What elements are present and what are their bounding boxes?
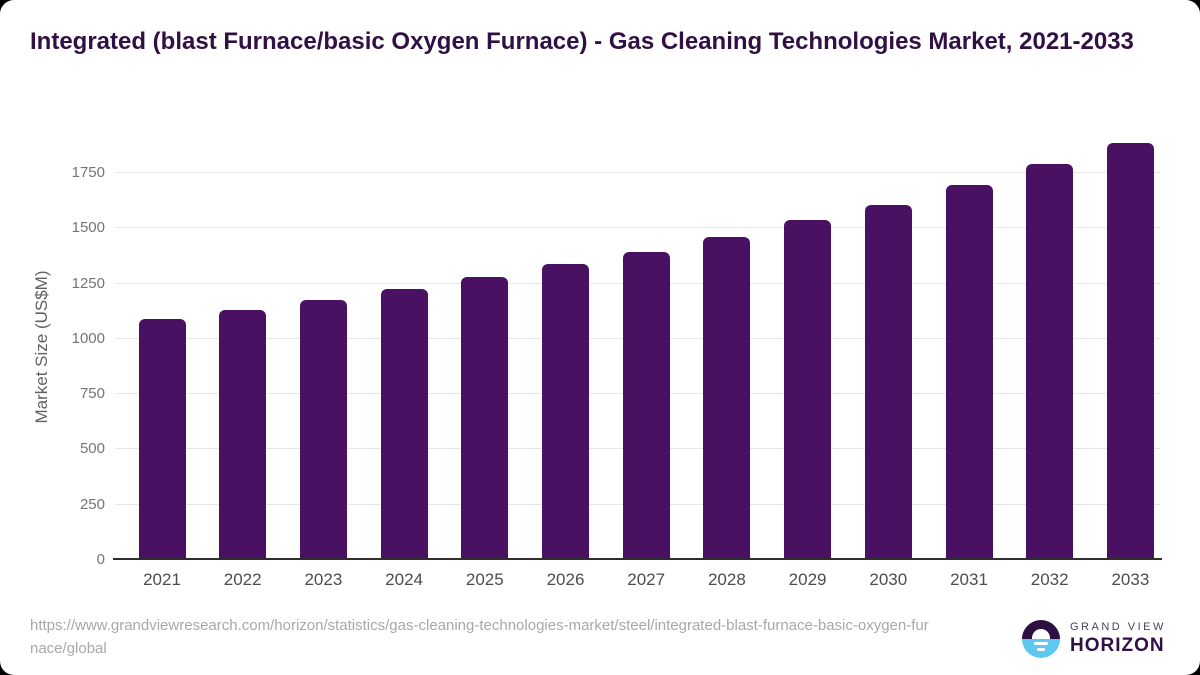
logo-sun-dome <box>1032 629 1050 639</box>
x-tick-label-2033: 2033 <box>1111 570 1150 589</box>
grand-view-horizon-logo: GRAND VIEW HORIZON <box>1022 620 1166 658</box>
x-tick-label-2024: 2024 <box>385 570 423 589</box>
x-tick-label-2025: 2025 <box>465 570 504 589</box>
x-tick-label-2030: 2030 <box>869 570 908 589</box>
gridline-1500 <box>115 227 1160 229</box>
bar-2024 <box>380 289 428 560</box>
x-tick-label-2032: 2032 <box>1030 570 1069 589</box>
x-tick-label-2028: 2028 <box>707 570 746 589</box>
gridline-1750 <box>115 172 1160 174</box>
x-tick-label-2023: 2023 <box>304 570 343 589</box>
bar-2029 <box>784 220 832 560</box>
chart-title: Integrated (blast Furnace/basic Oxygen F… <box>30 28 1134 55</box>
logo-reflection-dash <box>1037 648 1045 651</box>
y-tick-label-1500: 1500 <box>71 219 105 237</box>
bar-2033 <box>1106 143 1154 560</box>
x-tick-label-2031: 2031 <box>950 570 988 589</box>
y-tick-label-1000: 1000 <box>71 329 105 347</box>
bar-2026 <box>542 264 589 560</box>
y-tick-label-500: 500 <box>79 440 105 458</box>
y-tick-label-750: 750 <box>79 385 105 403</box>
bar-2021 <box>138 319 186 560</box>
bar-2030 <box>864 205 912 560</box>
bar-2023 <box>299 300 347 560</box>
bar-2031 <box>945 185 993 560</box>
logo-brand-name-top: GRAND VIEW <box>1070 621 1166 633</box>
plot-area <box>115 140 1160 560</box>
logo-brand-name-bottom: HORIZON <box>1070 635 1165 656</box>
x-tick-label-2029: 2029 <box>788 570 827 589</box>
x-axis-line <box>113 558 1162 560</box>
bar-2025 <box>461 277 509 560</box>
bar-2028 <box>703 237 751 560</box>
horizon-sun-circle-icon <box>1022 620 1060 658</box>
y-tick-label-1250: 1250 <box>71 274 105 292</box>
bar-2027 <box>622 252 670 560</box>
bar-2032 <box>1026 164 1074 560</box>
logo-reflection-dash <box>1034 642 1048 645</box>
x-tick-label-2021: 2021 <box>143 570 181 589</box>
source-url: https://www.grandviewresearch.com/horizo… <box>30 617 929 657</box>
x-tick-label-2026: 2026 <box>546 570 585 589</box>
bar-2022 <box>219 310 267 560</box>
x-tick-label-2022: 2022 <box>223 570 262 589</box>
y-tick-label-0: 0 <box>96 551 105 568</box>
logo-text: GRAND VIEW HORIZON <box>1070 621 1166 657</box>
x-tick-label-2027: 2027 <box>627 570 666 589</box>
y-tick-label-1750: 1750 <box>71 164 105 182</box>
y-tick-label-250: 250 <box>79 495 105 513</box>
